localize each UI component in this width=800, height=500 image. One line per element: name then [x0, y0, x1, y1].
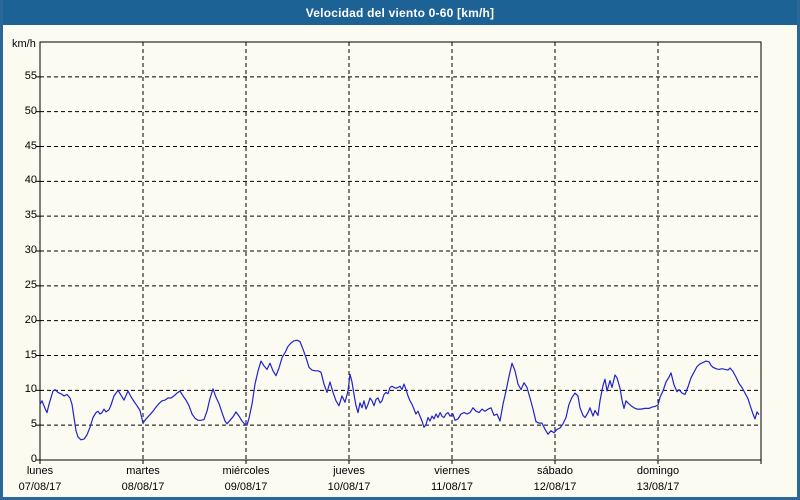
x-day-label: martes [126, 465, 160, 477]
y-tick-label: 5 [30, 418, 37, 431]
y-tick-label: 30 [24, 244, 37, 256]
plot-border [39, 41, 762, 461]
x-day-label: miércoles [222, 465, 270, 477]
y-tick-label: 40 [24, 174, 37, 187]
x-day-label: sábado [536, 465, 574, 477]
x-day-label: jueves [333, 465, 365, 477]
y-tick-label: 35 [24, 209, 37, 222]
y-tick-label: 50 [24, 104, 37, 117]
x-day-label: viernes [434, 465, 470, 477]
x-date-label: 09/08/17 [224, 481, 268, 493]
y-tick-label: 20 [24, 313, 37, 326]
y-tick-label: 45 [24, 139, 37, 152]
wind-speed-line [39, 339, 760, 441]
x-day-label: domingo [636, 465, 680, 477]
x-date-label: 11/08/17 [430, 481, 473, 493]
x-day-label: lunes [26, 465, 54, 477]
chart-title-bar: Velocidad del viento 0-60 [km/h] [3, 0, 797, 25]
y-tick-label: 25 [24, 278, 37, 291]
y-axis-unit-label: km/h [12, 38, 36, 50]
chart-title: Velocidad del viento 0-60 [km/h] [305, 5, 495, 20]
y-tick-label: 10 [24, 383, 37, 396]
x-date-label: 10/08/17 [327, 481, 371, 493]
x-date-label: 07/08/17 [18, 481, 62, 493]
x-date-label: 08/08/17 [121, 481, 165, 493]
y-tick-label: 15 [24, 348, 37, 361]
x-date-label: 12/08/17 [533, 481, 577, 493]
y-tick-label: 0 [30, 453, 37, 465]
x-date-label: 13/08/17 [636, 481, 680, 493]
y-tick-label: 55 [24, 69, 37, 82]
